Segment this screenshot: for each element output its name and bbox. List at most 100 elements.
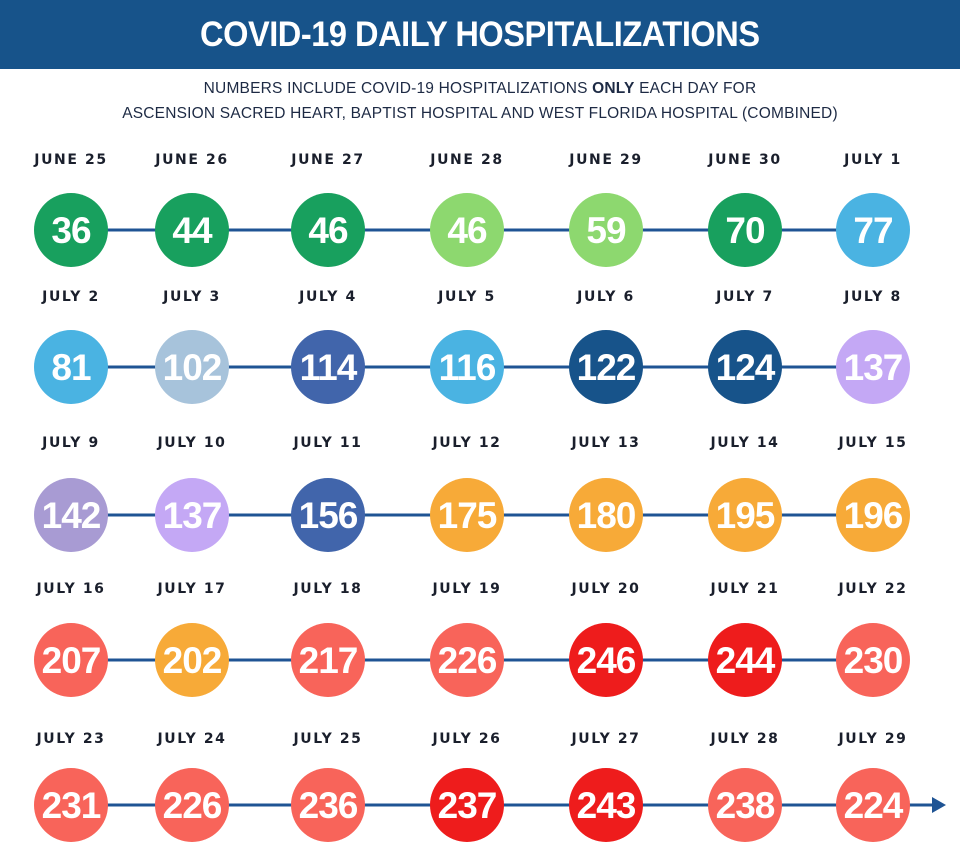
subtitle-line-1: NUMBERS INCLUDE COVID-19 HOSPITALIZATION…	[0, 80, 960, 98]
date-label: JULY 26	[431, 731, 501, 747]
value-label: 217	[299, 640, 358, 681]
value-label: 226	[438, 640, 497, 681]
date-label: JULY 2	[41, 289, 100, 305]
value-circle	[569, 623, 643, 697]
value-label: 230	[844, 640, 903, 681]
value-label: 237	[438, 785, 497, 826]
timeline-point: JULY 28 238	[708, 731, 782, 842]
timeline-point: JULY 23 231	[34, 731, 108, 842]
value-label: 137	[844, 347, 903, 388]
timeline-point: JULY 7 124	[708, 289, 782, 404]
value-circle	[34, 193, 108, 267]
value-circle	[430, 768, 504, 842]
value-circle	[291, 623, 365, 697]
date-label: JULY 5	[437, 289, 496, 305]
value-circle	[569, 330, 643, 404]
date-label: JULY 28	[709, 731, 779, 747]
value-label: 196	[844, 495, 903, 536]
subtitle-line-2: ASCENSION SACRED HEART, BAPTIST HOSPITAL…	[122, 105, 838, 122]
timeline-point: JULY 16 207	[34, 581, 108, 697]
value-label: 195	[716, 495, 775, 536]
subtitle-emphasis: ONLY	[592, 80, 635, 97]
date-label: JULY 10	[156, 435, 226, 451]
timeline-point: JULY 5 116	[430, 289, 504, 404]
value-circle	[836, 193, 910, 267]
timeline-point: JULY 3 102	[155, 289, 229, 404]
timeline-point: JULY 25 236	[291, 731, 365, 842]
value-circle	[291, 193, 365, 267]
timeline-point: JULY 18 217	[291, 581, 365, 697]
timeline-point: JULY 15 196	[836, 435, 910, 552]
date-label: JULY 23	[35, 731, 105, 747]
value-circle	[836, 623, 910, 697]
value-label: 238	[716, 785, 775, 826]
date-label: JUNE 29	[568, 152, 642, 168]
date-label: JULY 21	[709, 581, 779, 597]
date-label: JUNE 25	[33, 152, 107, 168]
value-label: 81	[51, 347, 91, 388]
timeline-point: JULY 20 246	[569, 581, 643, 697]
timeline-point: JULY 26 237	[430, 731, 504, 842]
timeline-point: JULY 13 180	[569, 435, 643, 552]
subtitle-text-after: EACH DAY FOR	[634, 80, 757, 97]
timeline-point: JUNE 25 36	[33, 152, 108, 267]
value-label: 114	[300, 347, 358, 388]
value-label: 180	[577, 495, 636, 536]
value-label: 236	[299, 785, 358, 826]
timeline-point: JULY 29 224	[836, 731, 910, 842]
value-circle	[155, 193, 229, 267]
value-circle	[155, 478, 229, 552]
value-label: 226	[163, 785, 222, 826]
value-circle	[708, 193, 782, 267]
subtitle-text-before: NUMBERS INCLUDE COVID-19 HOSPITALIZATION…	[203, 80, 593, 97]
value-label: 244	[716, 640, 776, 681]
date-label: JULY 12	[431, 435, 501, 451]
timeline-point: JULY 10 137	[155, 435, 229, 552]
timeline-point: JUNE 27 46	[290, 152, 365, 267]
timeline-point: JULY 2 81	[34, 289, 108, 404]
date-label: JULY 3	[162, 289, 221, 305]
arrow-right-icon	[932, 797, 946, 813]
value-label: 243	[577, 785, 636, 826]
value-label: 102	[163, 347, 222, 388]
date-label: JUNE 28	[429, 152, 503, 168]
timeline-point: JULY 11 156	[291, 435, 365, 552]
value-label: 116	[439, 347, 496, 388]
value-circle	[708, 330, 782, 404]
value-label: 70	[725, 210, 765, 251]
value-circle	[708, 478, 782, 552]
title-banner: COVID-19 DAILY HOSPITALIZATIONS	[0, 0, 960, 69]
date-label: JULY 1	[843, 152, 902, 168]
timeline-point: JULY 14 195	[708, 435, 782, 552]
date-label: JULY 16	[35, 581, 105, 597]
date-label: JULY 11	[292, 435, 362, 451]
date-label: JULY 15	[837, 435, 907, 451]
value-circle	[569, 193, 643, 267]
value-label: 122	[577, 347, 636, 388]
value-circle	[430, 193, 504, 267]
date-label: JULY 24	[156, 731, 226, 747]
date-label: JULY 8	[843, 289, 902, 305]
date-label: JUNE 26	[154, 152, 228, 168]
value-circle	[34, 768, 108, 842]
value-circle	[155, 623, 229, 697]
value-circle	[708, 623, 782, 697]
value-label: 46	[447, 210, 487, 251]
date-label: JULY 14	[709, 435, 779, 451]
value-label: 142	[42, 495, 101, 536]
timeline-point: JUNE 30 70	[707, 152, 782, 267]
value-label: 137	[163, 495, 222, 536]
value-circle	[430, 623, 504, 697]
value-label: 124	[716, 347, 776, 388]
value-label: 59	[586, 210, 626, 251]
value-label: 224	[844, 785, 904, 826]
value-label: 156	[299, 495, 358, 536]
date-label: JULY 19	[431, 581, 501, 597]
value-label: 246	[577, 640, 636, 681]
date-label: JULY 13	[570, 435, 640, 451]
date-label: JULY 7	[715, 289, 774, 305]
value-label: 202	[163, 640, 222, 681]
value-circle	[291, 478, 365, 552]
date-label: JULY 6	[576, 289, 635, 305]
